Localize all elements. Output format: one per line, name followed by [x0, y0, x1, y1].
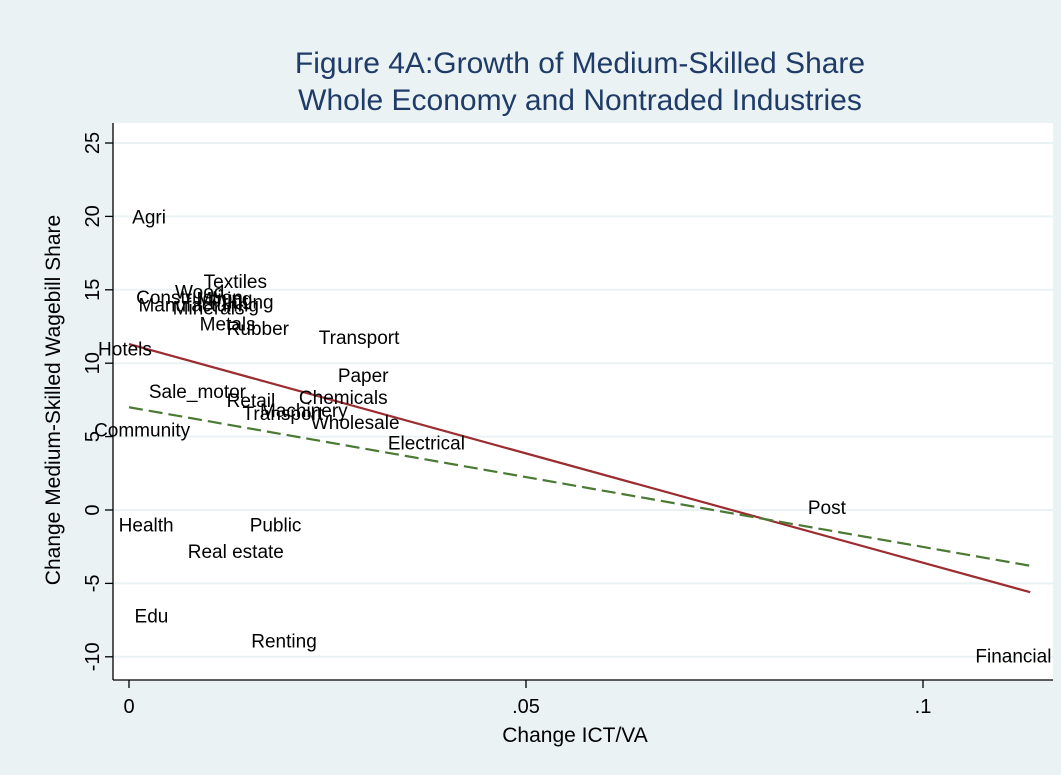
point-label: Post — [808, 498, 847, 519]
point-label: Wood — [175, 282, 224, 303]
y-tick-label: 0 — [82, 504, 104, 515]
point-label: Electrical — [388, 433, 465, 454]
axes: -10 -5 0 5 10 15 20 25 0 .05 .1 — [82, 123, 1053, 718]
point-label: Health — [119, 516, 174, 537]
fit-line-solid — [128, 343, 1031, 594]
point-label: Construction — [136, 288, 243, 309]
point-label: Real estate — [188, 542, 284, 563]
point-label: Wholesale — [311, 413, 400, 434]
y-tick-label: 25 — [82, 132, 104, 154]
point-label: Transport — [243, 404, 324, 425]
point-label: Edu — [135, 607, 169, 628]
point-label: Rubber — [227, 319, 290, 340]
y-tick-label: 20 — [82, 205, 104, 227]
point-label: Printing — [209, 293, 273, 314]
point-label: Sale_motor — [149, 382, 247, 403]
point-label: Agri — [132, 207, 166, 228]
point-label: Transport — [319, 328, 400, 349]
point-label: Paper — [338, 366, 389, 387]
fit-lines — [128, 343, 1031, 594]
y-tick-label: 10 — [82, 352, 104, 374]
x-axis-label: Change ICT/VA — [502, 724, 648, 747]
y-tick-label: 15 — [82, 279, 104, 301]
y-tick-label: 5 — [82, 431, 104, 442]
point-label: Metals — [200, 315, 256, 336]
point-label: Textiles — [204, 272, 267, 293]
x-tick-label: .1 — [915, 696, 932, 718]
y-tick-label: -10 — [82, 642, 104, 671]
point-label: Mining — [196, 290, 252, 311]
y-tick-label: -5 — [82, 575, 104, 593]
point-label: Chemicals — [299, 388, 388, 409]
point-label: Public — [250, 516, 302, 537]
point-label: Financial — [975, 646, 1051, 667]
point-label: Retail — [227, 391, 276, 412]
point-label: Minerals — [173, 298, 245, 319]
point-label: Community — [94, 420, 191, 441]
point-label: Manufacturing — [139, 295, 259, 316]
point-label: Machinery — [260, 401, 348, 422]
scatter-labels: Agri TextilesWoodConstructionManufacturin… — [94, 207, 1051, 667]
grid-lines — [113, 142, 1053, 658]
chart-title-line2: Whole Economy and Nontraded Industries — [298, 84, 862, 117]
chart-title-line1: Figure 4A:Growth of Medium-Skilled Share — [295, 47, 865, 80]
fit-line-dashed — [128, 406, 1031, 567]
point-label: Hotels — [98, 340, 152, 361]
point-label: Renting — [251, 632, 317, 653]
x-tick-label: 0 — [123, 696, 134, 718]
y-axis-label: Change Medium-Skilled Wagebill Share — [42, 215, 65, 585]
x-tick-label: .05 — [512, 696, 540, 718]
